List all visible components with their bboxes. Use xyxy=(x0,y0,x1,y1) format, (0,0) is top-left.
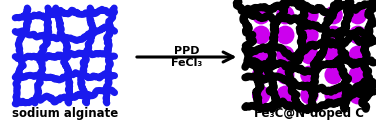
Circle shape xyxy=(276,26,294,44)
Circle shape xyxy=(324,86,343,104)
Text: PPD: PPD xyxy=(174,46,200,56)
Circle shape xyxy=(300,6,319,24)
Circle shape xyxy=(252,46,270,64)
Circle shape xyxy=(349,6,367,24)
Circle shape xyxy=(324,6,343,24)
Circle shape xyxy=(300,46,319,64)
Circle shape xyxy=(276,46,294,64)
Circle shape xyxy=(276,6,294,24)
Circle shape xyxy=(349,86,367,104)
Circle shape xyxy=(349,46,367,64)
Circle shape xyxy=(300,66,319,84)
Circle shape xyxy=(252,6,270,24)
Text: FeCl₃: FeCl₃ xyxy=(171,58,202,68)
Circle shape xyxy=(300,86,319,104)
Circle shape xyxy=(276,66,294,84)
Circle shape xyxy=(349,66,367,84)
Circle shape xyxy=(252,26,270,44)
Circle shape xyxy=(276,86,294,104)
Circle shape xyxy=(252,86,270,104)
Circle shape xyxy=(252,66,270,84)
Circle shape xyxy=(349,26,367,44)
Text: Fe₃C@N-doped C: Fe₃C@N-doped C xyxy=(254,107,364,120)
Circle shape xyxy=(324,26,343,44)
Circle shape xyxy=(324,66,343,84)
Circle shape xyxy=(324,46,343,64)
Circle shape xyxy=(300,26,319,44)
Text: sodium alginate: sodium alginate xyxy=(12,107,118,120)
